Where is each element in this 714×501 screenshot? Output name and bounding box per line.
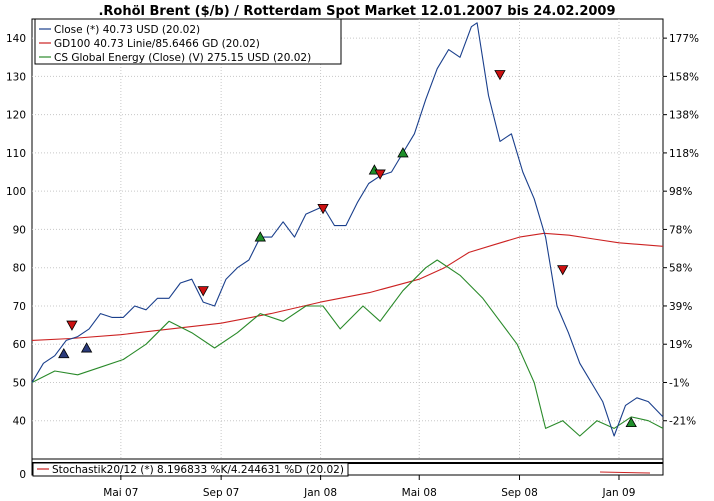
x-tick-label: Mai 08 <box>402 487 437 499</box>
y-right-tick-label: 177% <box>669 33 699 45</box>
signal-marker-sell <box>66 320 78 331</box>
x-tick-label: Mai 07 <box>103 487 138 499</box>
signal-marker-buy <box>254 231 266 242</box>
signal-marker-sell <box>317 203 329 215</box>
y-right-tick-label: 58% <box>669 263 692 275</box>
lower-legend-box <box>32 462 349 477</box>
y-tick-label: 70 <box>13 301 26 313</box>
stochastic-d-line <box>599 471 651 474</box>
series-line-2 <box>31 259 664 437</box>
legend: Close (*) 40.73 USD (20.02) GD100 40.73 … <box>34 18 342 65</box>
y-tick-label: 100 <box>6 186 26 198</box>
y-axis-right: -21% -1% 19% 39% 58% 78% 98% 118% 138% 158% 177% <box>663 33 699 428</box>
y-right-tick-label: 78% <box>669 224 692 236</box>
y-right-tick-label: 98% <box>669 186 692 198</box>
y-right-tick-label: 19% <box>669 339 692 351</box>
y-right-tick-label: -21% <box>669 416 696 428</box>
y-right-tick-label: 118% <box>669 148 699 160</box>
y-right-tick-label: 39% <box>669 301 692 313</box>
x-tick-label: Sep 07 <box>203 487 240 499</box>
x-tick-label: Jan 08 <box>303 487 337 499</box>
signal-layer <box>58 70 637 428</box>
y-tick-label: 60 <box>13 339 26 351</box>
legend-close: Close (*) 40.73 USD (20.02) <box>54 24 200 36</box>
series-line-1 <box>31 232 664 341</box>
plot-area <box>31 18 664 460</box>
signal-marker-hold <box>58 347 70 359</box>
signal-marker-sell <box>197 286 209 297</box>
y-right-tick-label: -1% <box>669 377 689 389</box>
y-right-tick-label: 138% <box>669 110 699 122</box>
lower-panel-y-tick: 0 <box>19 469 26 481</box>
x-tick-label: Sep 08 <box>501 487 538 499</box>
y-tick-label: 110 <box>6 148 26 160</box>
signal-marker-hold <box>80 342 93 353</box>
y-tick-label: 120 <box>6 110 26 122</box>
signal-marker-buy <box>397 147 409 158</box>
y-tick-label: 140 <box>6 33 26 45</box>
y-right-tick-label: 158% <box>669 71 699 83</box>
signal-marker-buy <box>625 416 637 428</box>
series-layer <box>31 22 664 437</box>
x-axis: Mai 07 Sep 07 Jan 08 Mai 08 Sep 08 Jan 09 <box>103 475 635 499</box>
legend-gd100: GD100 40.73 Linie/85.6466 GD (20.02) <box>54 38 260 50</box>
y-tick-label: 50 <box>13 377 26 389</box>
signal-marker-sell <box>374 169 386 180</box>
y-tick-label: 40 <box>13 416 26 428</box>
x-tick-label: Jan 09 <box>602 487 636 499</box>
series-line-0 <box>31 22 664 437</box>
y-axis-left: 40 50 60 70 80 90 100 110 120 130 140 <box>6 33 26 428</box>
legend-box <box>34 18 342 65</box>
lower-legend: Stochastik20/12 (*) 8.196833 %K/4.244631… <box>52 464 344 476</box>
y-tick-label: 90 <box>13 224 26 236</box>
y-tick-label: 80 <box>13 263 26 275</box>
legend-energy: CS Global Energy (Close) (V) 275.15 USD … <box>54 52 311 64</box>
y-tick-label: 130 <box>6 71 26 83</box>
chart-title: .Rohöl Brent ($/b) / Rotterdam Spot Mark… <box>98 4 615 19</box>
signal-marker-sell <box>557 265 569 276</box>
signal-marker-sell <box>494 70 506 81</box>
